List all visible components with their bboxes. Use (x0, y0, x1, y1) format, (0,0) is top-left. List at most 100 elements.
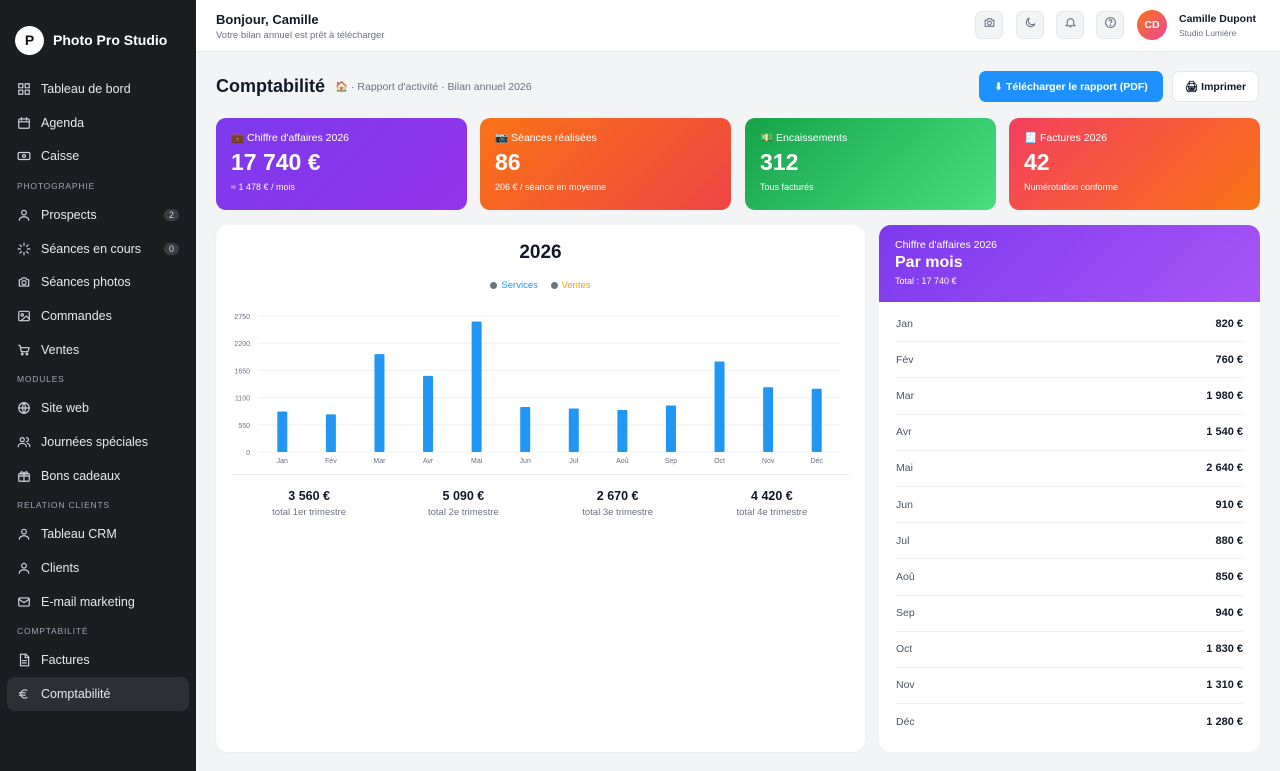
sidebar-item-séances-photos[interactable]: Séances photos (0, 265, 196, 299)
month-value: 1 310 € (1206, 679, 1243, 692)
sidebar-item-comptabilité[interactable]: Comptabilité (7, 677, 189, 711)
download-report-button[interactable]: ⬇ Télécharger le rapport (PDF) (979, 71, 1163, 102)
notifications-button[interactable] (1056, 11, 1084, 39)
monthly-header: Chiffre d'affaires 2026 Par mois Total :… (879, 225, 1260, 302)
breadcrumb[interactable]: 🏠 · Rapport d'activité · Bilan annuel 20… (335, 81, 532, 93)
list-item: Jun 910 € (896, 487, 1243, 524)
sidebar-item-agenda[interactable]: Agenda (0, 106, 196, 140)
x-tick-label: Jan (277, 458, 288, 465)
sidebar-item-bons-cadeaux[interactable]: Bons cadeaux (0, 459, 196, 493)
file-icon (17, 653, 31, 667)
stat-value: 312 (760, 149, 799, 175)
sidebar-item-tableau-crm[interactable]: Tableau CRM (0, 518, 196, 552)
sidebar-item-e-mail-marketing[interactable]: E-mail marketing (0, 585, 196, 619)
quarter-label: total 4e trimestre (736, 507, 808, 518)
brand[interactable]: P Photo Pro Studio (0, 0, 196, 62)
avatar[interactable]: CD (1137, 10, 1167, 40)
sidebar-item-factures[interactable]: Factures (0, 644, 196, 678)
bar-services-4 (471, 321, 482, 452)
chart-legend: Services Ventes (216, 280, 865, 292)
month-value: 1 540 € (1206, 426, 1243, 439)
bell-icon (1064, 16, 1077, 34)
list-item: Nov 1 310 € (896, 668, 1243, 705)
legend-item-services[interactable]: Services (490, 280, 538, 291)
sidebar-item-ventes[interactable]: Ventes (0, 333, 196, 367)
month-name: Jul (896, 534, 910, 547)
legend-item-ventes[interactable]: Ventes (550, 280, 591, 291)
sidebar-item-journées-spéciales[interactable]: Journées spéciales (0, 425, 196, 459)
x-tick-label: Jun (520, 458, 531, 465)
list-item: Avr 1 540 € (896, 415, 1243, 451)
x-tick-label: Avr (423, 458, 434, 465)
camera-button[interactable] (975, 11, 1003, 39)
sidebar-item-commandes[interactable]: Commandes (0, 299, 196, 333)
x-tick-label: Nov (762, 458, 775, 465)
y-tick-label: 2200 (234, 341, 250, 348)
help-button[interactable] (1096, 11, 1124, 39)
x-tick-label: Oct (714, 458, 725, 465)
y-tick-label: 0 (246, 450, 250, 457)
calendar-icon (17, 116, 31, 130)
cash-icon (17, 149, 31, 163)
stat-sub: Tous facturés (760, 182, 814, 192)
legend-label: Ventes (561, 280, 591, 291)
stat-sub: 206 € / séance en moyenne (495, 182, 607, 192)
print-button[interactable]: 🖨 Imprimer (1172, 71, 1259, 102)
month-value: 820 € (1215, 317, 1243, 330)
sidebar-section-title: Comptabilité (17, 626, 89, 637)
x-tick-label: Mai (471, 458, 483, 465)
user-name[interactable]: Camille Dupont (1179, 13, 1257, 25)
stat-sub: Numérotation conforme (1024, 182, 1119, 192)
x-tick-label: Jul (569, 458, 578, 465)
greeting-subtitle: Votre bilan annuel est prêt à télécharge… (216, 30, 385, 41)
month-value: 1 280 € (1206, 716, 1243, 729)
month-value: 2 640 € (1206, 462, 1243, 475)
x-tick-label: Mar (373, 458, 386, 465)
sidebar-item-clients[interactable]: Clients (0, 551, 196, 585)
sidebar-section-title: Photographie (17, 180, 95, 191)
list-item: Jan 820 € (896, 306, 1243, 343)
month-name: Oct (896, 643, 913, 656)
stat-label: 💵 Encaissements (760, 132, 848, 144)
stat-card-receipts: 💵 Encaissements 312 Tous facturés (745, 118, 996, 210)
sidebar-item-site-web[interactable]: Site web (0, 392, 196, 426)
user-icon (17, 208, 31, 222)
bar-services-8 (665, 405, 676, 452)
cart-icon (17, 343, 31, 357)
sidebar-item-label: Séances en cours (41, 241, 142, 256)
list-item: Sep 940 € (896, 596, 1243, 632)
month-value: 850 € (1215, 570, 1243, 583)
dark-mode-button[interactable] (1016, 11, 1044, 39)
greeting-block: Bonjour, Camille Votre bilan annuel est … (216, 12, 384, 41)
sidebar-item-caisse[interactable]: Caisse (0, 139, 196, 173)
sidebar-item-séances-en-cours[interactable]: Séances en cours 0 (0, 232, 196, 266)
sidebar: P Photo Pro Studio Tableau de bord Agenda… (0, 0, 196, 771)
month-value: 1 980 € (1206, 389, 1243, 402)
sidebar-item-label: Commandes (41, 308, 112, 323)
list-item: Mai 2 640 € (896, 451, 1243, 487)
sidebar-item-tableau-de-bord[interactable]: Tableau de bord (0, 72, 196, 106)
euro-icon (17, 687, 31, 701)
sidebar-item-prospects[interactable]: Prospects 2 (0, 198, 196, 232)
month-name: Avr (896, 426, 912, 439)
sidebar-item-label: Factures (41, 653, 90, 668)
month-value: 910 € (1215, 498, 1243, 511)
quarter-label: total 2e trimestre (428, 507, 499, 518)
month-value: 880 € (1215, 534, 1243, 547)
y-tick-label: 1100 (235, 396, 250, 403)
bar-services-3 (423, 375, 434, 452)
x-tick-label: Déc (810, 458, 823, 465)
chart-card: 2026 Services Ventes 0 550 1100 1650 2200 275… (216, 225, 865, 752)
bar-services-2 (374, 354, 385, 452)
list-item: Aoû 850 € (896, 559, 1243, 596)
camera-icon (983, 16, 996, 34)
sidebar-item-label: Agenda (41, 115, 85, 130)
month-name: Sep (896, 607, 915, 620)
sidebar-item-label: Prospects (41, 207, 97, 222)
page-title: Comptabilité (216, 76, 326, 96)
list-item: Déc 1 280 € (896, 704, 1243, 740)
bar-services-0 (277, 411, 288, 452)
sidebar-item-label: Caisse (41, 149, 80, 164)
stat-label: 📷 Séances réalisées (495, 132, 597, 144)
stat-card-sessions: 📷 Séances réalisées 86 206 € / séance en… (480, 118, 731, 210)
